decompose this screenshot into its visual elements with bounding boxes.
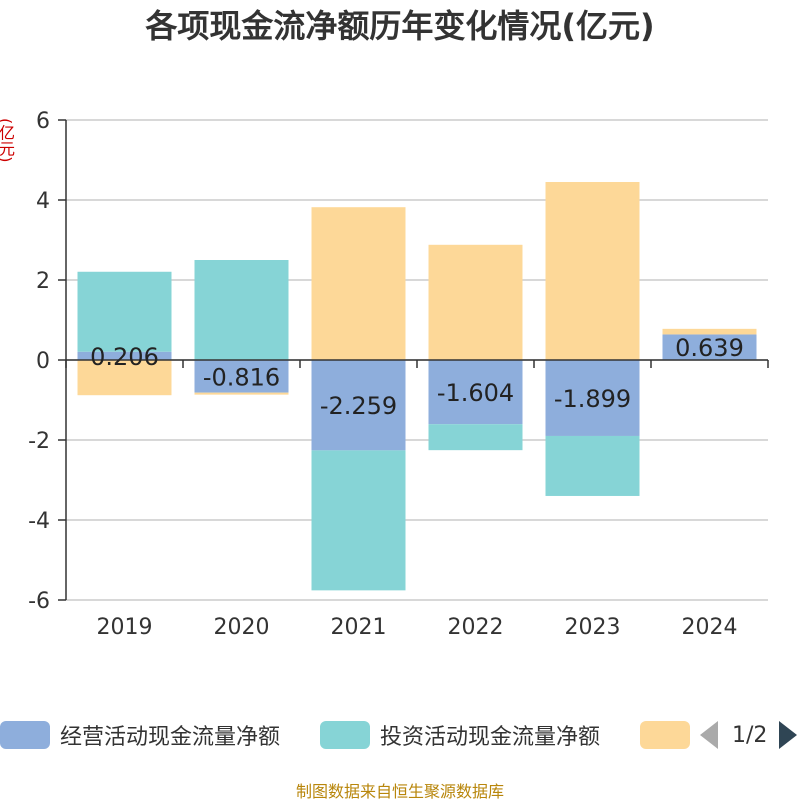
x-tick-label: 2022: [448, 615, 504, 640]
data-label-2022: -1.604: [437, 379, 514, 407]
bar-investing-2023: [545, 435, 640, 496]
legend-item-investing[interactable]: 投资活动现金流量净额: [320, 715, 600, 755]
legend-item-operating[interactable]: 经营活动现金流量净额: [0, 715, 280, 755]
bar-operating-2020: [194, 360, 289, 393]
bar-financing-2022: [428, 244, 523, 360]
legend-label-investing: 投资活动现金流量净额: [380, 725, 601, 750]
y-tick-label: -6: [28, 589, 50, 614]
bar-investing-2019: [77, 271, 172, 352]
data-source-note: 制图数据来自恒生聚源数据库: [295, 782, 504, 801]
bar-chart: 6 4 2 0 -2 -4 -6 0.206 -0.816 -2.259 -1.604 -1.899 0…: [28, 109, 769, 640]
bar-financing-2021: [311, 207, 406, 360]
y-tick-label: -2: [28, 429, 50, 454]
legend: 经营活动现金流量净额 投资活动现金流量净额 1/2: [0, 715, 800, 755]
x-tick-label: 2024: [682, 615, 738, 640]
x-tick-label: 2021: [331, 615, 387, 640]
data-label-2021: -2.259: [320, 392, 397, 420]
x-tick-label: 2023: [565, 615, 621, 640]
legend-page-indicator: 1/2: [732, 722, 768, 748]
legend-pager: 1/2: [700, 715, 798, 755]
x-tick-label: 2020: [214, 615, 270, 640]
y-tick-label: 6: [36, 109, 50, 134]
bar-operating-2023: [545, 360, 640, 436]
bar-operating-2021: [311, 360, 406, 451]
bar-financing-2020: [194, 392, 289, 395]
y-tick-label: 2: [36, 269, 50, 294]
data-label-2019: 0.206: [90, 343, 159, 371]
legend-item-financing[interactable]: [640, 715, 700, 755]
legend-swatch-financing: [640, 721, 690, 749]
bar-operating-2024: [662, 334, 757, 360]
y-tick-label: 0: [36, 349, 50, 374]
bar-investing-2020: [194, 260, 289, 360]
bar-investing-2022: [428, 424, 523, 451]
x-tick-label: 2019: [97, 615, 153, 640]
chart-title: 各项现金流净额历年变化情况(亿元): [145, 7, 655, 45]
prev-page-icon[interactable]: [700, 721, 718, 749]
data-label-2023: -1.899: [554, 385, 631, 413]
data-label-2024: 0.639: [675, 334, 744, 362]
legend-swatch-investing: [320, 721, 370, 749]
data-label-2020: -0.816: [203, 363, 280, 391]
legend-swatch-operating: [0, 721, 50, 749]
bar-financing-2023: [545, 182, 640, 360]
bar-operating-2019: [77, 351, 172, 360]
legend-label-operating: 经营活动现金流量净额: [60, 725, 281, 750]
y-tick-label: -4: [28, 509, 50, 534]
next-page-icon[interactable]: [779, 721, 798, 749]
bar-financing-2019: [77, 360, 172, 396]
y-axis-unit: (亿元): [0, 118, 15, 163]
bar-investing-2021: [311, 450, 406, 591]
bar-operating-2022: [428, 360, 523, 425]
y-tick-label: 4: [36, 189, 50, 214]
bar-financing-2024: [662, 328, 757, 335]
